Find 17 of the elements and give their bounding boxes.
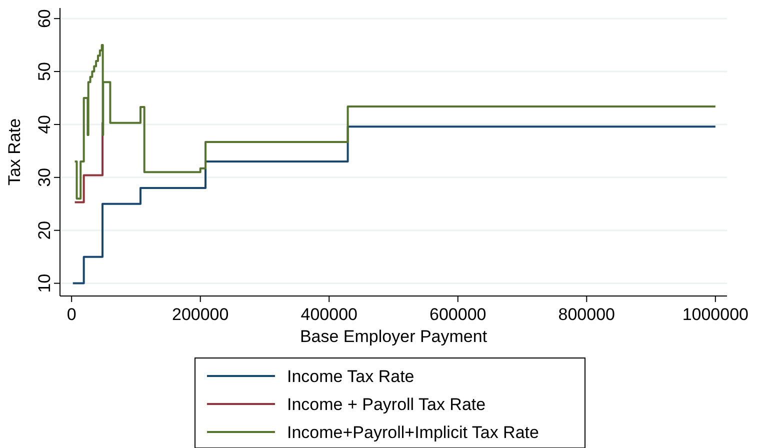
y-tick-label: 50 [35,62,54,81]
y-tick-label: 60 [35,9,54,28]
y-tick-label: 10 [35,274,54,293]
y-tick-label: 30 [35,168,54,187]
y-tick-label: 20 [35,220,54,240]
x-tick-label: 1000000 [682,305,749,324]
legend-label: Income + Payroll Tax Rate [287,395,486,414]
x-tick-label: 200000 [172,305,229,324]
x-tick-label: 400000 [300,305,358,324]
y-axis-title: Tax Rate [5,118,24,186]
x-axis-title: Base Employer Payment [300,327,488,346]
y-tick-label: 40 [35,115,54,134]
x-tick-label: 600000 [430,305,486,324]
legend-label: Income+Payroll+Implicit Tax Rate [287,423,539,442]
x-tick-label: 0 [66,305,76,324]
legend-label: Income Tax Rate [287,367,414,386]
x-tick-label: 800000 [558,305,616,324]
